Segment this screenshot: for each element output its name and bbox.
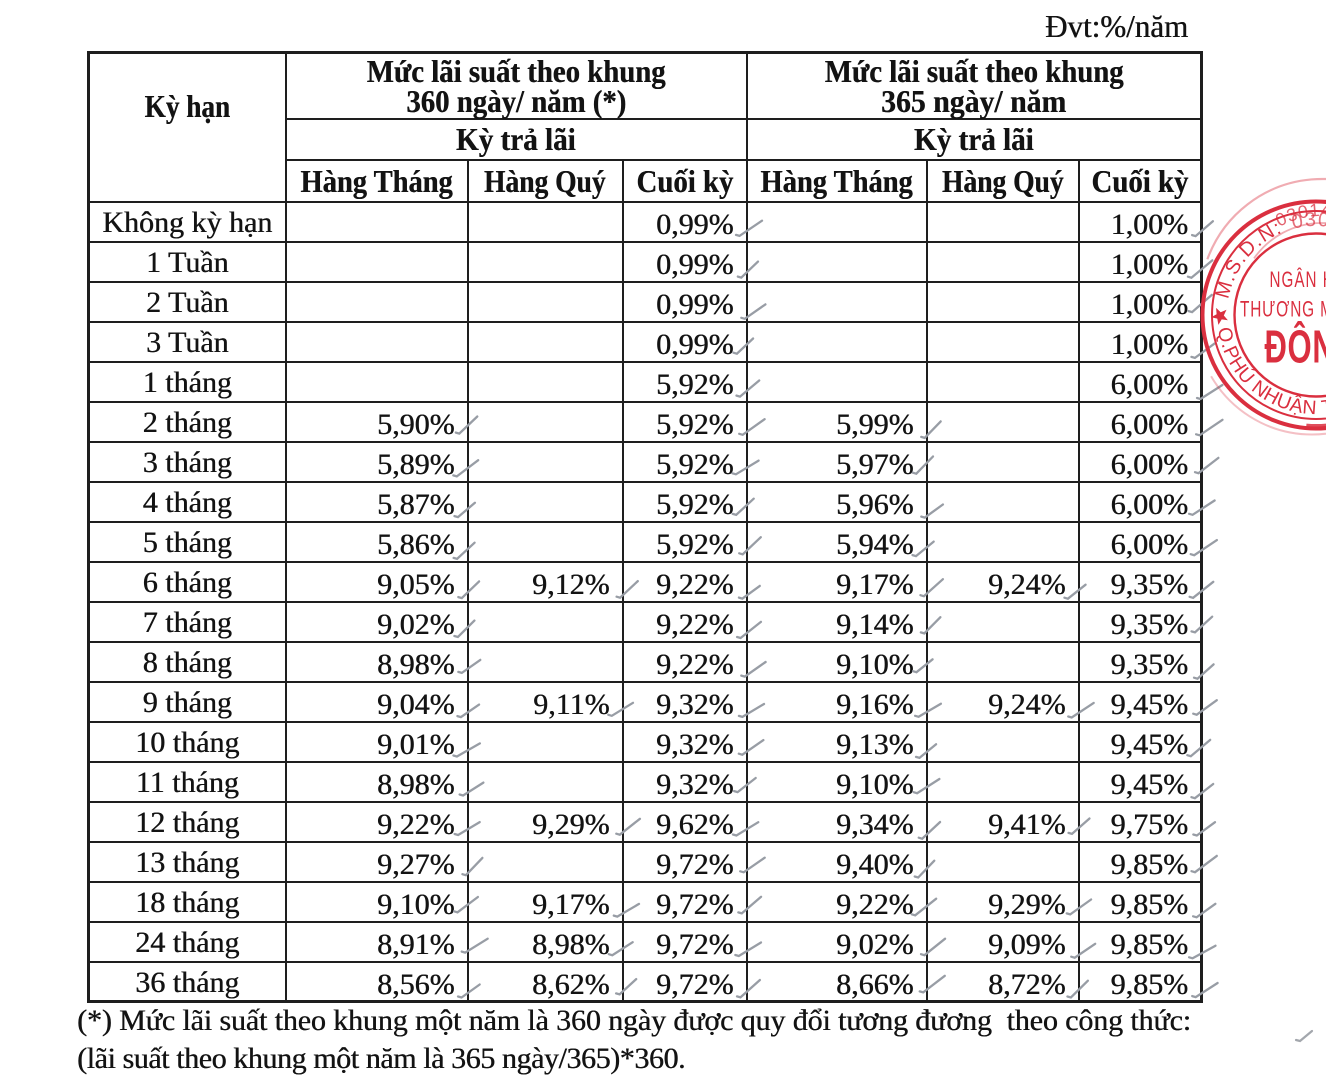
svg-text:M.S.D.N:: M.S.D.N: (1212, 217, 1286, 301)
svg-text:THƯƠNG MẠI: THƯƠNG MẠI (1240, 298, 1326, 322)
svg-text:03014: 03014 (1272, 200, 1326, 231)
svg-text:NGÂN HÀNG: NGÂN HÀNG (1270, 268, 1326, 292)
svg-text:Q.PHÚ NHUẬN TP.HCM: Q.PHÚ NHUẬN TP.HCM (1213, 325, 1326, 419)
svg-text:ĐÔNG Á: ĐÔNG Á (1265, 320, 1326, 373)
